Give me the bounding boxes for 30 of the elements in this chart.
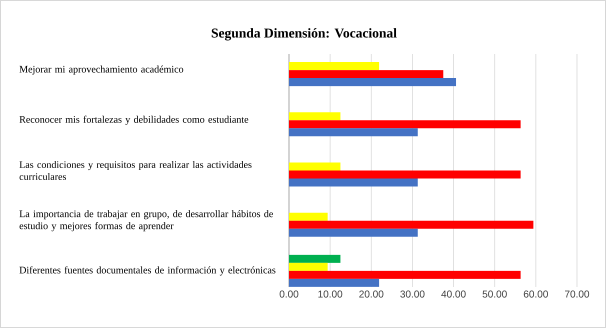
bar <box>288 270 521 279</box>
x-tick-label: 50.00 <box>482 290 507 298</box>
bar <box>288 162 340 170</box>
x-tick-label: 70.00 <box>564 290 590 298</box>
x-tick-label: 60.00 <box>524 290 548 298</box>
bar <box>288 78 456 86</box>
x-tick-label: 10.00 <box>318 290 342 298</box>
y-tick-label: La importancia de trabajar en grupo, de desarrollar hábitos de estudio y mejores formas de aprender <box>19 210 273 232</box>
bar <box>288 170 521 178</box>
bar <box>288 128 418 136</box>
y-tick-label: Las condiciones y requisitos para realizar las actividades curriculares <box>19 160 252 180</box>
bar <box>288 254 340 263</box>
bar <box>288 120 521 128</box>
chart-title: Segunda Dimensión: Vocacional <box>212 28 397 40</box>
y-tick-label: Diferentes fuentes documentales de información y electrónicas <box>19 266 276 276</box>
bar <box>288 262 328 271</box>
bar <box>288 278 380 287</box>
y-tick-label: Reconocer mis fortalezas y debilidades como estudiante <box>19 116 248 125</box>
bar <box>288 220 534 229</box>
bar <box>288 112 340 120</box>
bar <box>288 62 380 70</box>
bar <box>288 178 418 186</box>
x-tick-label: 0.00 <box>280 290 298 298</box>
x-tick-label: 40.00 <box>441 290 466 298</box>
x-tick-label: 30.00 <box>400 290 425 298</box>
bar <box>288 70 444 78</box>
bar <box>288 228 418 237</box>
y-tick-label: Mejorar mi aprovechamiento académico <box>19 66 184 75</box>
x-tick-label: 20.00 <box>359 290 384 298</box>
bar <box>288 212 328 221</box>
